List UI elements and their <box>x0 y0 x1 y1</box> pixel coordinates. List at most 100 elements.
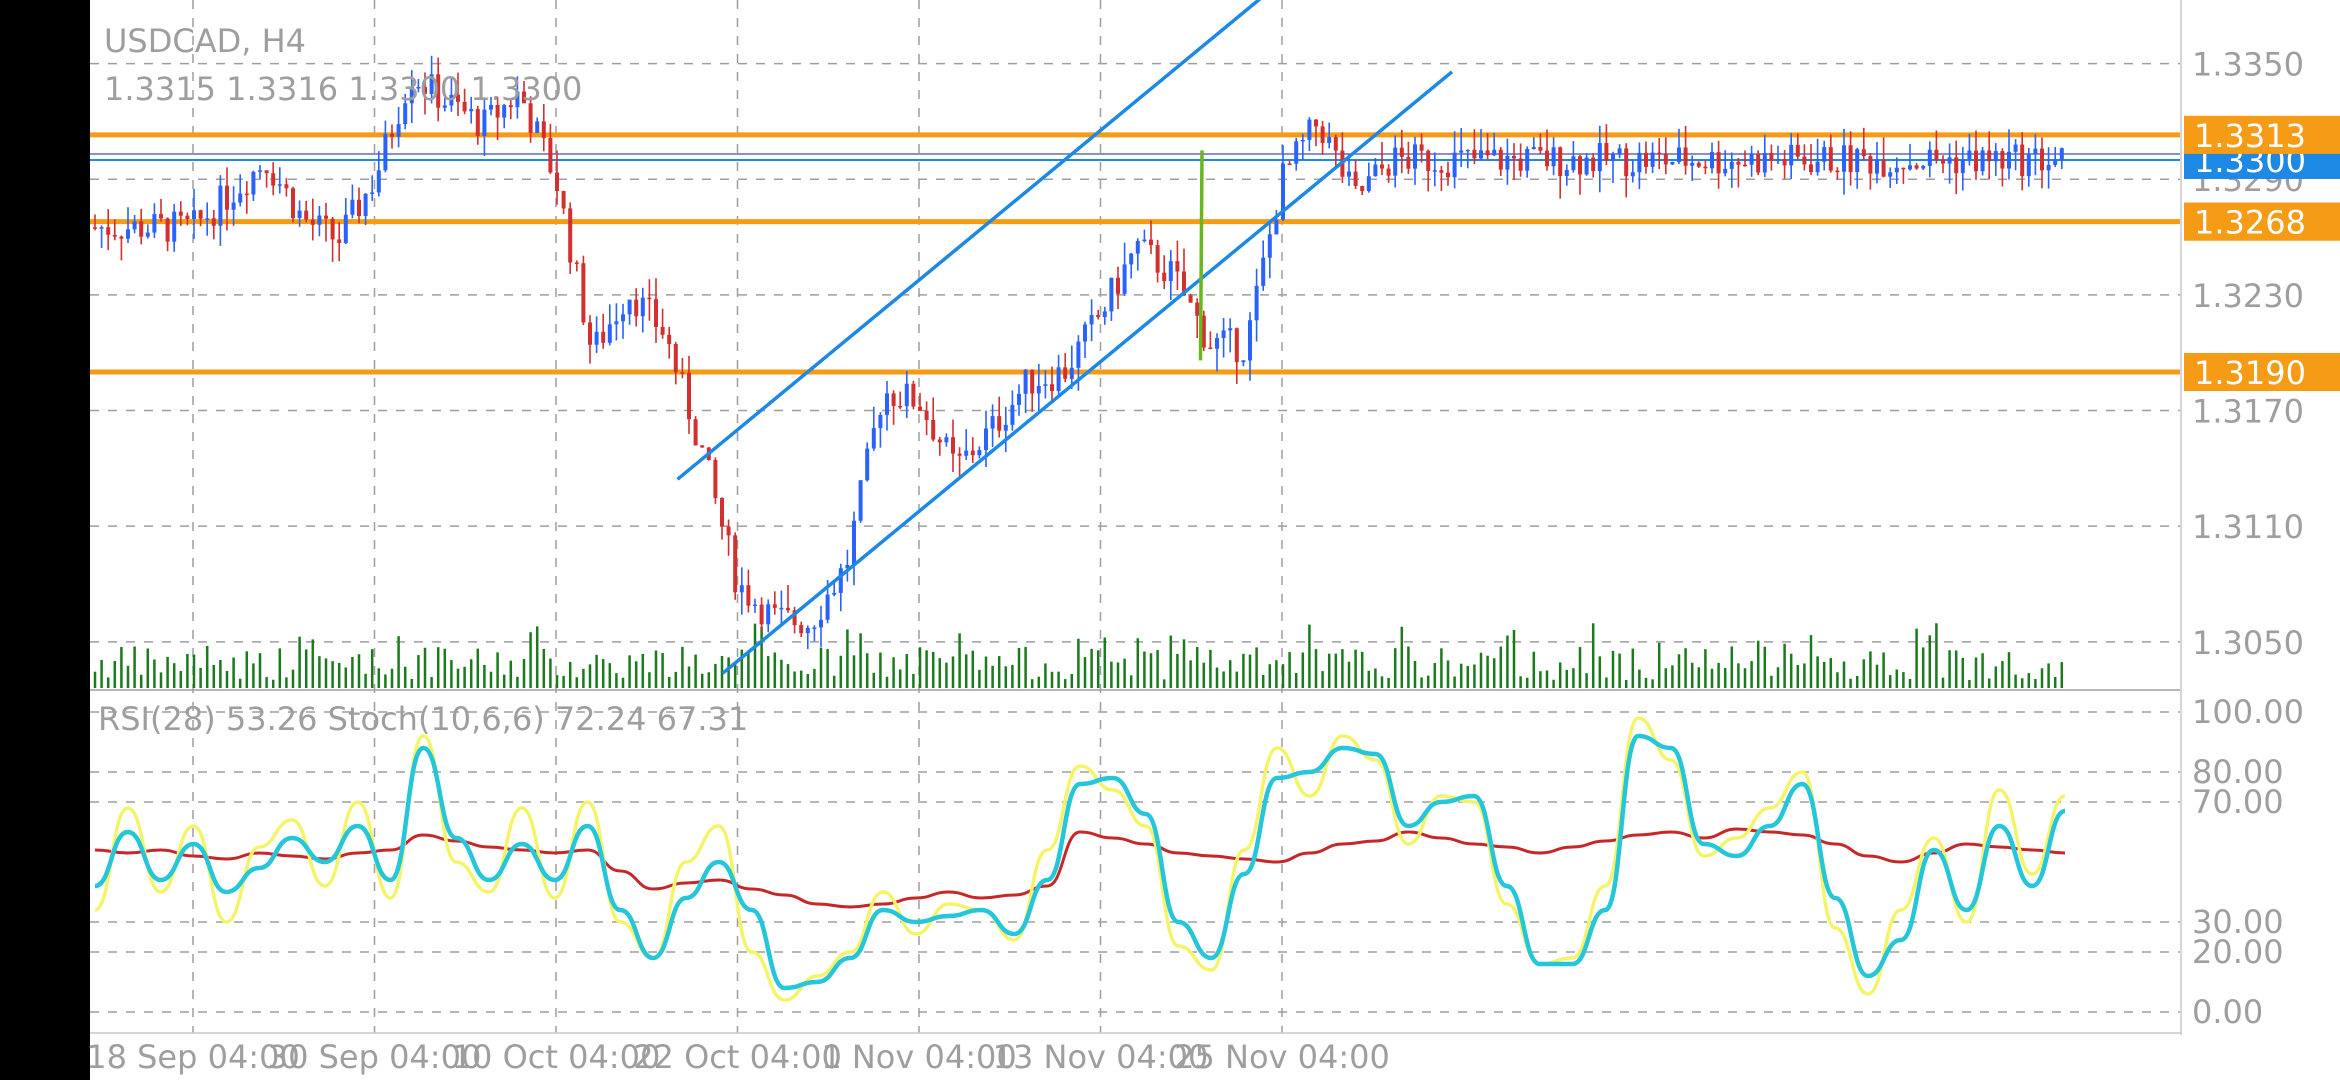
candle-body <box>1294 141 1299 164</box>
candle-body <box>165 218 170 242</box>
candle-body <box>607 324 612 343</box>
trend-line <box>1198 150 1204 361</box>
candle-body <box>508 105 513 108</box>
candle-body <box>733 535 738 593</box>
candle-body <box>1228 328 1233 331</box>
candle-body <box>1102 311 1107 318</box>
candle-body <box>1149 239 1153 246</box>
candle-body <box>376 170 381 193</box>
candle-body <box>1452 152 1457 178</box>
candle-body <box>1842 145 1846 172</box>
candle-body <box>1175 261 1180 272</box>
candle-body <box>1327 137 1332 143</box>
candle-body <box>568 208 573 263</box>
candle-body <box>1934 149 1939 160</box>
candle-body <box>469 109 474 112</box>
candle-body <box>1677 147 1681 162</box>
candle-body <box>2046 164 2051 171</box>
candle-body <box>1584 157 1589 175</box>
candle-body <box>805 627 810 634</box>
candle-body <box>1881 160 1886 177</box>
candle-body <box>1545 150 1549 167</box>
candle-body <box>1366 176 1371 192</box>
candle-body <box>1155 245 1160 273</box>
candle-body <box>1512 155 1516 159</box>
candle-body <box>594 331 599 345</box>
ohlc-values: 1.3315 1.3316 1.3300 1.3300 <box>104 70 582 108</box>
candle-body <box>812 627 817 629</box>
rsi-line <box>94 827 2066 909</box>
price-tick-label: 1.3050 <box>2192 624 2304 662</box>
candle-body <box>1736 161 1741 165</box>
time-tick-label: 13 Nov 04:00 <box>993 1038 1209 1076</box>
candle-body <box>984 428 988 450</box>
candle-body <box>640 297 645 317</box>
candle-body <box>449 94 454 106</box>
trend-channel[interactable] <box>676 0 1454 675</box>
horizontal-levels[interactable] <box>90 132 2180 375</box>
candle-body <box>931 419 936 440</box>
candle-body <box>825 594 830 620</box>
candle-body <box>1142 239 1147 242</box>
candle-body <box>1267 234 1272 258</box>
candle-body <box>363 193 368 216</box>
candle-body <box>528 103 533 133</box>
candle-body <box>1479 150 1483 159</box>
candle-body <box>409 86 414 104</box>
candle-body <box>1465 149 1470 152</box>
indicator-tick-label: 80.00 <box>2192 753 2284 791</box>
indicator-tick-label: 0.00 <box>2192 993 2263 1031</box>
time-tick-label: 25 Nov 04:00 <box>1174 1038 1390 1076</box>
candle-body <box>1380 164 1384 169</box>
candle-body <box>891 393 896 406</box>
candle-body <box>2033 148 2038 154</box>
candle-body <box>1782 159 1787 166</box>
candle-body <box>654 299 658 327</box>
candle-body <box>1083 324 1087 342</box>
candle-body <box>1894 167 1899 173</box>
candle-body <box>1023 369 1028 394</box>
candle-body <box>1017 393 1021 405</box>
candle-body <box>442 105 447 108</box>
candle-body <box>1670 161 1675 165</box>
candle-body <box>126 229 130 239</box>
candle-body <box>1644 152 1648 167</box>
candle-body <box>1234 328 1239 363</box>
candle-body <box>951 437 955 454</box>
candle-body <box>1927 149 1932 166</box>
candle-body <box>1314 119 1318 127</box>
candle-body <box>370 192 375 194</box>
candle-body <box>1050 384 1054 391</box>
candle-body <box>1723 168 1728 174</box>
candle-body <box>475 109 480 137</box>
candle-body <box>753 604 757 607</box>
candle-body <box>1360 186 1365 192</box>
candle-body <box>1386 168 1391 176</box>
candle-body <box>1947 157 1952 164</box>
candle-body <box>1373 164 1378 177</box>
candle-body <box>291 188 295 219</box>
candle-body <box>264 170 269 174</box>
candle-body <box>1987 150 1992 162</box>
candle-body <box>1611 154 1615 161</box>
candle-body <box>667 334 672 345</box>
candle-body <box>673 344 678 373</box>
candle-body <box>1208 347 1213 350</box>
candle-body <box>330 218 335 240</box>
volume-bars <box>93 623 2064 688</box>
candle-body <box>198 210 203 219</box>
candle-body <box>482 109 487 137</box>
candle-body <box>277 184 282 186</box>
candle-body <box>561 191 566 209</box>
candle-body <box>1505 155 1510 170</box>
candle-body <box>2000 151 2005 169</box>
candle-body <box>713 460 718 499</box>
candle-body <box>112 234 117 237</box>
channel-lower-line <box>721 70 1454 675</box>
level-price-tag <box>2184 352 2340 391</box>
candle-body <box>1182 271 1186 296</box>
candle-body <box>1690 162 1695 166</box>
candle-body <box>2007 151 2011 169</box>
